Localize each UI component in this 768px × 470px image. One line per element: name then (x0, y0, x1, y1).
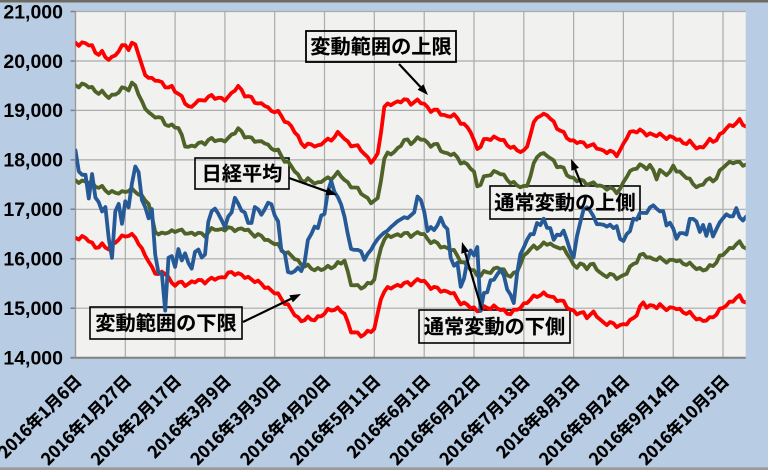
svg-text:18,000: 18,000 (3, 150, 63, 172)
svg-text:19,000: 19,000 (3, 100, 63, 122)
svg-text:14,000: 14,000 (3, 348, 63, 370)
svg-text:16,000: 16,000 (3, 249, 63, 271)
svg-text:17,000: 17,000 (3, 199, 63, 221)
svg-text:20,000: 20,000 (3, 51, 63, 73)
svg-text:21,000: 21,000 (3, 1, 63, 23)
svg-text:15,000: 15,000 (3, 298, 63, 320)
